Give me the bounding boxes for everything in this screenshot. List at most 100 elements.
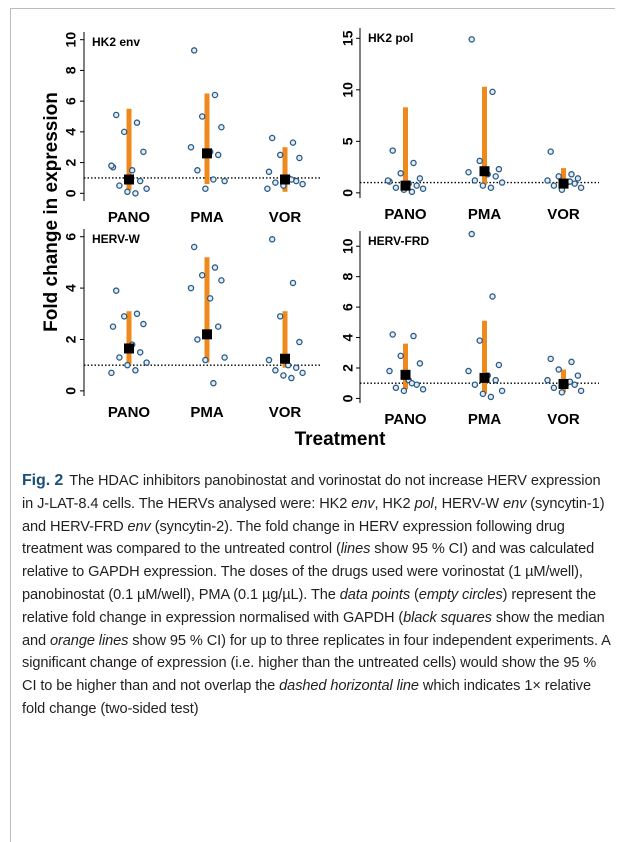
figure-label: Fig. 2 xyxy=(22,472,64,489)
median-marker xyxy=(400,369,411,380)
data-point xyxy=(210,379,217,387)
data-point xyxy=(416,360,424,367)
data-point xyxy=(392,184,400,191)
ci-bar xyxy=(204,93,210,185)
y-tick-label: 6 xyxy=(340,303,356,311)
ci-bar xyxy=(126,108,132,191)
x-tick-label: PANO xyxy=(384,206,427,223)
data-point xyxy=(400,387,408,395)
data-point xyxy=(571,381,578,388)
caption-text: env xyxy=(351,495,375,512)
median-marker xyxy=(202,148,212,159)
data-point xyxy=(221,177,228,185)
caption-text: (syncytin-1) and HERV-FRD xyxy=(22,495,605,535)
data-point xyxy=(413,182,420,189)
data-point xyxy=(276,313,284,320)
y-tick-label: 10 xyxy=(340,238,356,254)
y-tick-label: 15 xyxy=(340,30,356,46)
data-point xyxy=(112,287,120,294)
caption-text: show 95 % CI) and was calculated relativ… xyxy=(22,541,595,603)
data-point xyxy=(218,277,225,284)
data-point xyxy=(276,151,284,159)
y-tick-label: 4 xyxy=(340,333,356,341)
data-point xyxy=(558,389,566,396)
ci-bar xyxy=(204,257,210,363)
data-point xyxy=(568,171,575,178)
data-point xyxy=(547,148,554,155)
caption-text: empty circles xyxy=(418,586,503,603)
data-point xyxy=(272,367,279,374)
median-marker xyxy=(558,178,569,189)
data-point xyxy=(187,284,195,292)
data-point xyxy=(492,173,499,180)
ci-bar xyxy=(403,343,408,390)
data-point xyxy=(124,188,131,196)
data-point xyxy=(132,190,139,197)
data-point xyxy=(202,356,209,364)
data-point xyxy=(386,367,393,375)
figure: Fold change in expression Treatment 0 2 4 6… xyxy=(41,28,599,450)
data-point xyxy=(268,236,276,243)
caption-text: env xyxy=(127,518,151,535)
data-point xyxy=(544,376,551,384)
y-tick-label: 2 xyxy=(340,364,356,372)
caption-text: data points xyxy=(339,586,411,603)
y-tick-label: 10 xyxy=(340,82,356,98)
median-marker xyxy=(400,180,411,191)
panel-title: HERV-FRD xyxy=(368,234,429,248)
data-point xyxy=(487,184,495,191)
data-point xyxy=(492,376,499,384)
data-point xyxy=(194,336,201,343)
ci-bar xyxy=(282,311,288,368)
y-tick-label: 0 xyxy=(63,189,79,197)
data-point xyxy=(268,134,276,142)
data-point xyxy=(198,271,206,279)
y-axis-label: Fold change in expression xyxy=(41,92,62,332)
data-point xyxy=(133,119,141,126)
data-point xyxy=(568,358,575,366)
data-point xyxy=(221,354,228,361)
median-marker xyxy=(124,343,134,354)
y-tick-label: 6 xyxy=(63,233,79,241)
data-point xyxy=(471,381,479,388)
x-tick-label: PANO xyxy=(108,209,151,226)
y-tick-label: 6 xyxy=(63,97,79,105)
data-point xyxy=(120,313,128,320)
data-point xyxy=(136,349,144,356)
median-marker xyxy=(124,174,134,185)
data-point xyxy=(132,367,139,374)
data-point xyxy=(397,352,404,360)
data-point xyxy=(574,175,582,182)
y-tick-label: 2 xyxy=(63,158,79,166)
data-point xyxy=(465,367,472,375)
x-axis-label: Treatment xyxy=(295,429,386,450)
data-point xyxy=(555,366,562,373)
data-point xyxy=(194,167,201,174)
median-marker xyxy=(280,174,290,185)
data-point xyxy=(265,356,273,364)
x-tick-label: PMA xyxy=(190,209,224,226)
data-point xyxy=(408,379,416,387)
data-point xyxy=(108,162,115,169)
data-point xyxy=(416,175,424,182)
data-point xyxy=(289,279,297,287)
data-point xyxy=(124,361,131,369)
y-tick-label: 10 xyxy=(63,32,79,48)
caption-text: pol xyxy=(414,495,434,512)
data-point xyxy=(140,320,147,328)
data-point xyxy=(498,387,506,395)
data-point xyxy=(465,168,472,176)
data-point xyxy=(265,168,273,176)
data-point xyxy=(419,185,427,192)
data-point xyxy=(206,295,214,302)
data-point xyxy=(136,177,144,185)
caption-text: which indicates 1× relative fold change … xyxy=(22,678,591,717)
data-point xyxy=(495,165,503,173)
ci-bar xyxy=(282,147,288,192)
figure-frame xyxy=(10,8,615,842)
caption-text: , HERV-W xyxy=(433,495,504,512)
data-point xyxy=(109,323,117,330)
data-point xyxy=(487,393,495,401)
data-point xyxy=(299,180,306,188)
ci-bar xyxy=(482,320,487,394)
